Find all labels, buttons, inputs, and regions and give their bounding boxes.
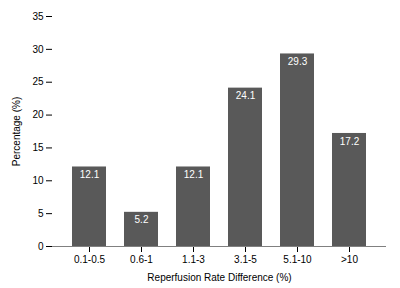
svg-text:0: 0 xyxy=(38,241,44,252)
svg-text:15: 15 xyxy=(32,142,44,153)
svg-text:Reperfusion Rate Difference (%: Reperfusion Rate Difference (%) xyxy=(147,272,291,283)
svg-text:20: 20 xyxy=(32,109,44,120)
svg-text:12.1: 12.1 xyxy=(184,169,204,180)
svg-text:5: 5 xyxy=(38,208,44,219)
svg-text:17.2: 17.2 xyxy=(340,136,360,147)
svg-text:30: 30 xyxy=(32,44,44,55)
svg-text:12.1: 12.1 xyxy=(80,169,100,180)
svg-text:35: 35 xyxy=(32,11,44,22)
svg-text:1.1-3: 1.1-3 xyxy=(182,254,205,265)
svg-text:0.6-1: 0.6-1 xyxy=(130,254,153,265)
svg-text:24.1: 24.1 xyxy=(236,90,256,101)
svg-text:Percentage (%): Percentage (%) xyxy=(11,97,22,166)
svg-text:5.2: 5.2 xyxy=(135,214,149,225)
svg-text:5.1-10: 5.1-10 xyxy=(283,254,312,265)
svg-text:10: 10 xyxy=(32,175,44,186)
svg-text:3.1-5: 3.1-5 xyxy=(234,254,257,265)
svg-text:>10: >10 xyxy=(341,254,358,265)
svg-text:29.3: 29.3 xyxy=(288,56,308,67)
svg-text:0.1-0.5: 0.1-0.5 xyxy=(74,254,106,265)
svg-text:25: 25 xyxy=(32,76,44,87)
